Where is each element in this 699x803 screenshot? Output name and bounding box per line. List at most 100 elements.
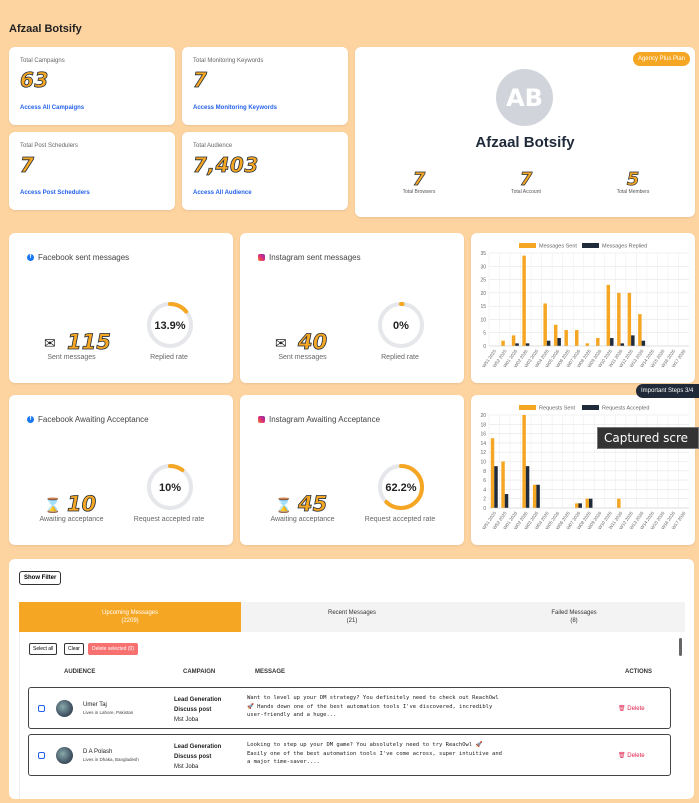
hourglass-icon: ⌛ bbox=[275, 497, 293, 513]
tab-count: (21) bbox=[346, 618, 358, 624]
mini-stat-value: 7 bbox=[412, 169, 426, 190]
card-title: f Facebook sent messages bbox=[27, 253, 129, 262]
tab-upcoming[interactable]: Upcoming Messages (2209) bbox=[19, 602, 241, 632]
messages-panel: Show Filter Upcoming Messages (2209) Rec… bbox=[9, 559, 694, 799]
legend-label: Messages Sent bbox=[539, 244, 577, 250]
access-campaigns-link[interactable]: Access All Campaigns bbox=[20, 105, 85, 111]
campaign-name: Lead Generation bbox=[174, 697, 222, 703]
rate-ring: 10% bbox=[147, 464, 193, 510]
stat-value: 7,403 bbox=[193, 153, 259, 178]
mini-stat-value: 7 bbox=[519, 169, 533, 190]
row-checkbox[interactable] bbox=[38, 752, 45, 759]
metric-label: Sent messages bbox=[47, 354, 96, 361]
delete-button[interactable]: 🗑 Delete bbox=[618, 705, 645, 712]
campaign-owner: Mst Joba bbox=[174, 717, 199, 723]
envelope-icon: ✉ bbox=[44, 335, 56, 351]
tour-tooltip[interactable]: Important Steps 3/4 bbox=[636, 384, 699, 398]
mini-stat-value: 5 bbox=[626, 169, 640, 190]
bar bbox=[617, 498, 621, 508]
campaign-type: Discuss post bbox=[174, 707, 212, 713]
audience-name: Umer Taj bbox=[83, 702, 107, 708]
select-all-button[interactable]: Select all bbox=[29, 643, 58, 655]
bar bbox=[543, 303, 547, 346]
messages-table: Select all Clear Delete selected (0) AUD… bbox=[19, 632, 685, 799]
clear-button[interactable]: Clear bbox=[64, 643, 84, 655]
profile-name: Afzaal Botsify bbox=[475, 134, 575, 151]
rate-label: Request accepted rate bbox=[133, 516, 205, 523]
bar bbox=[557, 338, 561, 346]
envelope-icon: ✉ bbox=[275, 335, 287, 351]
bar bbox=[641, 340, 646, 346]
bar bbox=[501, 340, 505, 346]
bar bbox=[610, 338, 614, 346]
card-title: f Facebook Awaiting Acceptance bbox=[27, 415, 149, 424]
campaign-type: Discuss post bbox=[174, 754, 212, 760]
table-row: D A Polash Lives in Dhaka, Bangladesh Le… bbox=[28, 734, 671, 776]
audience-avatar bbox=[56, 700, 73, 717]
table-row: Umer Taj Lives in Lahore, Pakistan Lead … bbox=[28, 687, 671, 729]
tab-label: Failed Messages bbox=[551, 610, 597, 616]
bar bbox=[575, 503, 579, 508]
metric-value: 115 bbox=[67, 330, 112, 355]
y-tick-label: 10 bbox=[480, 317, 486, 323]
bar bbox=[522, 415, 526, 508]
y-tick-label: 6 bbox=[483, 478, 486, 484]
access-keywords-link[interactable]: Access Monitoring Keywords bbox=[193, 105, 278, 111]
metric-label: Awaiting acceptance bbox=[39, 516, 104, 523]
access-schedulers-link[interactable]: Access Post Schedulers bbox=[20, 190, 90, 196]
rate-value: 62.2% bbox=[385, 482, 416, 494]
profile-card: Agency Plus Plan AB Afzaal Botsify 7 Tot… bbox=[355, 47, 695, 217]
show-filter-button[interactable]: Show Filter bbox=[19, 571, 62, 585]
instagram-awaiting-card: Instagram Awaiting Acceptance ⌛ 45 Await… bbox=[240, 395, 464, 545]
column-header-campaign: CAMPAIGN bbox=[183, 669, 216, 675]
scrollbar-thumb[interactable] bbox=[679, 638, 682, 656]
bar bbox=[522, 255, 526, 346]
message-text: Want to level up your DM strategy? You d… bbox=[247, 695, 499, 718]
tab-failed[interactable]: Failed Messages (8) bbox=[463, 602, 685, 632]
bar bbox=[532, 484, 537, 508]
mini-stat-label: Total Account bbox=[511, 189, 541, 195]
card-title-text: Instagram sent messages bbox=[269, 253, 361, 262]
delete-button[interactable]: 🗑 Delete bbox=[618, 752, 645, 759]
y-tick-label: 25 bbox=[480, 278, 486, 284]
card-title-text: Facebook sent messages bbox=[38, 253, 130, 262]
card-title-text: Facebook Awaiting Acceptance bbox=[38, 415, 149, 424]
bar bbox=[504, 494, 509, 508]
rate-value: 13.9% bbox=[154, 320, 185, 332]
mini-stat-label: Total Members bbox=[616, 189, 650, 195]
legend-label: Requests Sent bbox=[539, 406, 576, 412]
y-tick-label: 0 bbox=[483, 506, 486, 512]
bar bbox=[511, 335, 516, 346]
metric-label: Sent messages bbox=[278, 354, 327, 361]
row-checkbox[interactable] bbox=[38, 705, 45, 712]
rate-value: 10% bbox=[159, 482, 181, 494]
y-tick-label: 2 bbox=[483, 497, 486, 503]
rate-label: Replied rate bbox=[150, 354, 188, 361]
column-header-audience: AUDIENCE bbox=[64, 669, 96, 675]
delete-selected-button[interactable]: Delete selected (0) bbox=[88, 643, 138, 655]
y-tick-label: 0 bbox=[483, 344, 486, 350]
bar bbox=[515, 343, 519, 346]
bar bbox=[575, 330, 579, 346]
table-scrollbar[interactable] bbox=[677, 632, 683, 792]
hourglass-icon: ⌛ bbox=[44, 497, 62, 513]
access-audience-link[interactable]: Access All Audience bbox=[193, 190, 252, 196]
y-tick-label: 35 bbox=[480, 251, 486, 257]
y-tick-label: 14 bbox=[480, 441, 486, 447]
trash-icon: 🗑 bbox=[618, 706, 626, 712]
stat-value: 63 bbox=[20, 68, 49, 93]
y-tick-label: 30 bbox=[480, 264, 486, 270]
ring-progress bbox=[147, 464, 193, 510]
tab-recent[interactable]: Recent Messages (21) bbox=[241, 602, 463, 632]
y-tick-label: 18 bbox=[480, 422, 486, 428]
stat-card-campaigns: Total Campaigns 63 Access All Campaigns bbox=[9, 47, 175, 125]
audience-location: Lives in Dhaka, Bangladesh bbox=[83, 757, 139, 762]
card-title: Instagram Awaiting Acceptance bbox=[258, 415, 380, 424]
y-tick-label: 4 bbox=[483, 487, 486, 493]
tab-count: (8) bbox=[570, 618, 578, 624]
facebook-icon: f bbox=[27, 254, 34, 261]
delete-label: Delete bbox=[627, 706, 645, 712]
tab-count: (2209) bbox=[121, 618, 139, 624]
column-header-message: MESSAGE bbox=[255, 669, 286, 675]
card-title-text: Instagram Awaiting Acceptance bbox=[269, 415, 381, 424]
